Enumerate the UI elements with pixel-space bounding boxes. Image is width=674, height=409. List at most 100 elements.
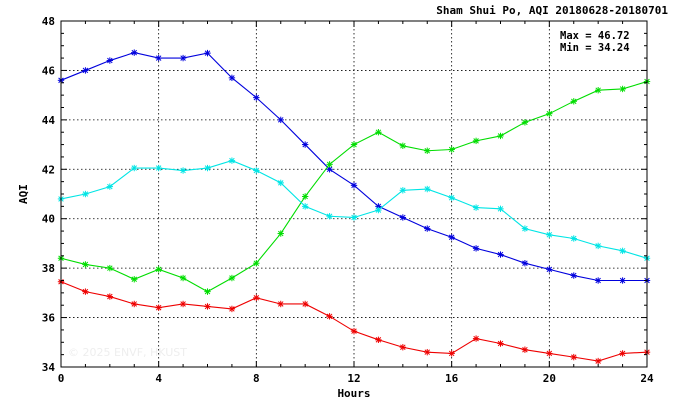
data-point: [375, 129, 382, 136]
data-point: [131, 164, 138, 172]
data-point: [497, 132, 504, 140]
y-tick-label: 46: [42, 64, 56, 77]
data-point: [448, 194, 455, 201]
data-point: [546, 266, 553, 273]
data-point: [277, 300, 284, 308]
x-tick-label: 24: [640, 372, 654, 385]
data-point: [546, 231, 553, 238]
data-point: [277, 230, 284, 237]
data-point: [106, 57, 114, 64]
data-point: [546, 350, 553, 357]
data-point: [594, 242, 602, 250]
data-point: [472, 245, 480, 252]
y-tick-label: 44: [42, 114, 56, 127]
data-point: [570, 353, 577, 361]
data-point: [131, 49, 138, 56]
data-point: [350, 214, 358, 221]
series-3: [57, 278, 651, 365]
data-point: [350, 141, 358, 148]
x-tick-label: 12: [347, 372, 360, 385]
data-point: [106, 264, 114, 272]
data-point: [253, 94, 260, 101]
data-point: [399, 142, 407, 150]
data-point: [326, 213, 333, 220]
data-point: [204, 164, 211, 172]
data-point: [375, 206, 382, 214]
y-tick-label: 42: [42, 163, 55, 176]
data-point: [424, 225, 431, 232]
data-point: [594, 277, 602, 284]
data-point: [277, 179, 284, 187]
data-point: [497, 340, 504, 347]
max-annotation: Max = 46.72: [560, 30, 630, 42]
data-point: [204, 288, 211, 295]
data-point: [594, 357, 602, 365]
data-point: [350, 182, 358, 189]
y-tick-label: 40: [42, 213, 55, 226]
y-tick-label: 38: [42, 262, 55, 275]
data-point: [619, 85, 626, 93]
x-tick-label: 20: [543, 372, 556, 385]
series-2: [57, 157, 651, 262]
x-axis-ticks: 0 4 8 12 16 20 24: [58, 21, 654, 385]
data-point: [448, 234, 455, 241]
data-point: [521, 346, 529, 353]
data-point: [521, 225, 529, 232]
data-point: [448, 146, 455, 153]
data-point: [179, 300, 187, 308]
data-point: [424, 185, 431, 193]
data-point: [155, 54, 162, 62]
data-point: [521, 119, 529, 126]
series-1: [57, 78, 651, 295]
data-point: [106, 293, 114, 300]
data-point: [399, 214, 407, 221]
data-point: [497, 205, 504, 213]
data-point: [155, 304, 162, 311]
data-point: [301, 300, 309, 308]
data-point: [131, 300, 138, 308]
data-point: [521, 260, 529, 267]
data-point: [155, 164, 162, 172]
data-point: [204, 303, 211, 310]
watermark: © 2025 ENVF, HKUST: [68, 346, 187, 359]
data-point: [472, 204, 480, 211]
data-point: [570, 235, 577, 242]
y-tick-label: 34: [42, 361, 56, 374]
data-point: [179, 274, 187, 282]
data-point: [82, 190, 89, 198]
series-0: [57, 49, 651, 284]
x-axis-label: Hours: [337, 387, 370, 400]
data-point: [301, 203, 309, 210]
data-point: [326, 313, 333, 320]
data-point: [301, 193, 309, 200]
data-point: [228, 157, 236, 164]
data-point: [448, 350, 455, 357]
data-point: [301, 141, 309, 148]
data-point: [619, 350, 626, 357]
data-point: [228, 274, 236, 282]
data-point: [424, 147, 431, 154]
data-series: [57, 49, 651, 365]
x-tick-label: 0: [58, 372, 65, 385]
data-point: [375, 336, 382, 344]
data-point: [106, 183, 114, 190]
data-point: [155, 266, 162, 273]
data-point: [253, 260, 260, 267]
y-tick-label: 48: [42, 15, 55, 28]
data-point: [82, 288, 89, 295]
data-point: [253, 167, 260, 174]
y-tick-label: 36: [42, 312, 56, 325]
data-point: [228, 74, 236, 82]
y-axis-ticks: 34 36 38 40 42 44 46 48: [42, 15, 647, 374]
data-point: [179, 167, 187, 174]
data-point: [546, 110, 553, 117]
data-point: [326, 161, 333, 168]
data-point: [472, 137, 480, 145]
data-point: [179, 54, 187, 62]
data-point: [82, 67, 89, 74]
x-tick-label: 16: [445, 372, 459, 385]
data-point: [570, 98, 577, 105]
data-point: [350, 327, 358, 335]
y-axis-label: AQI: [17, 184, 30, 204]
